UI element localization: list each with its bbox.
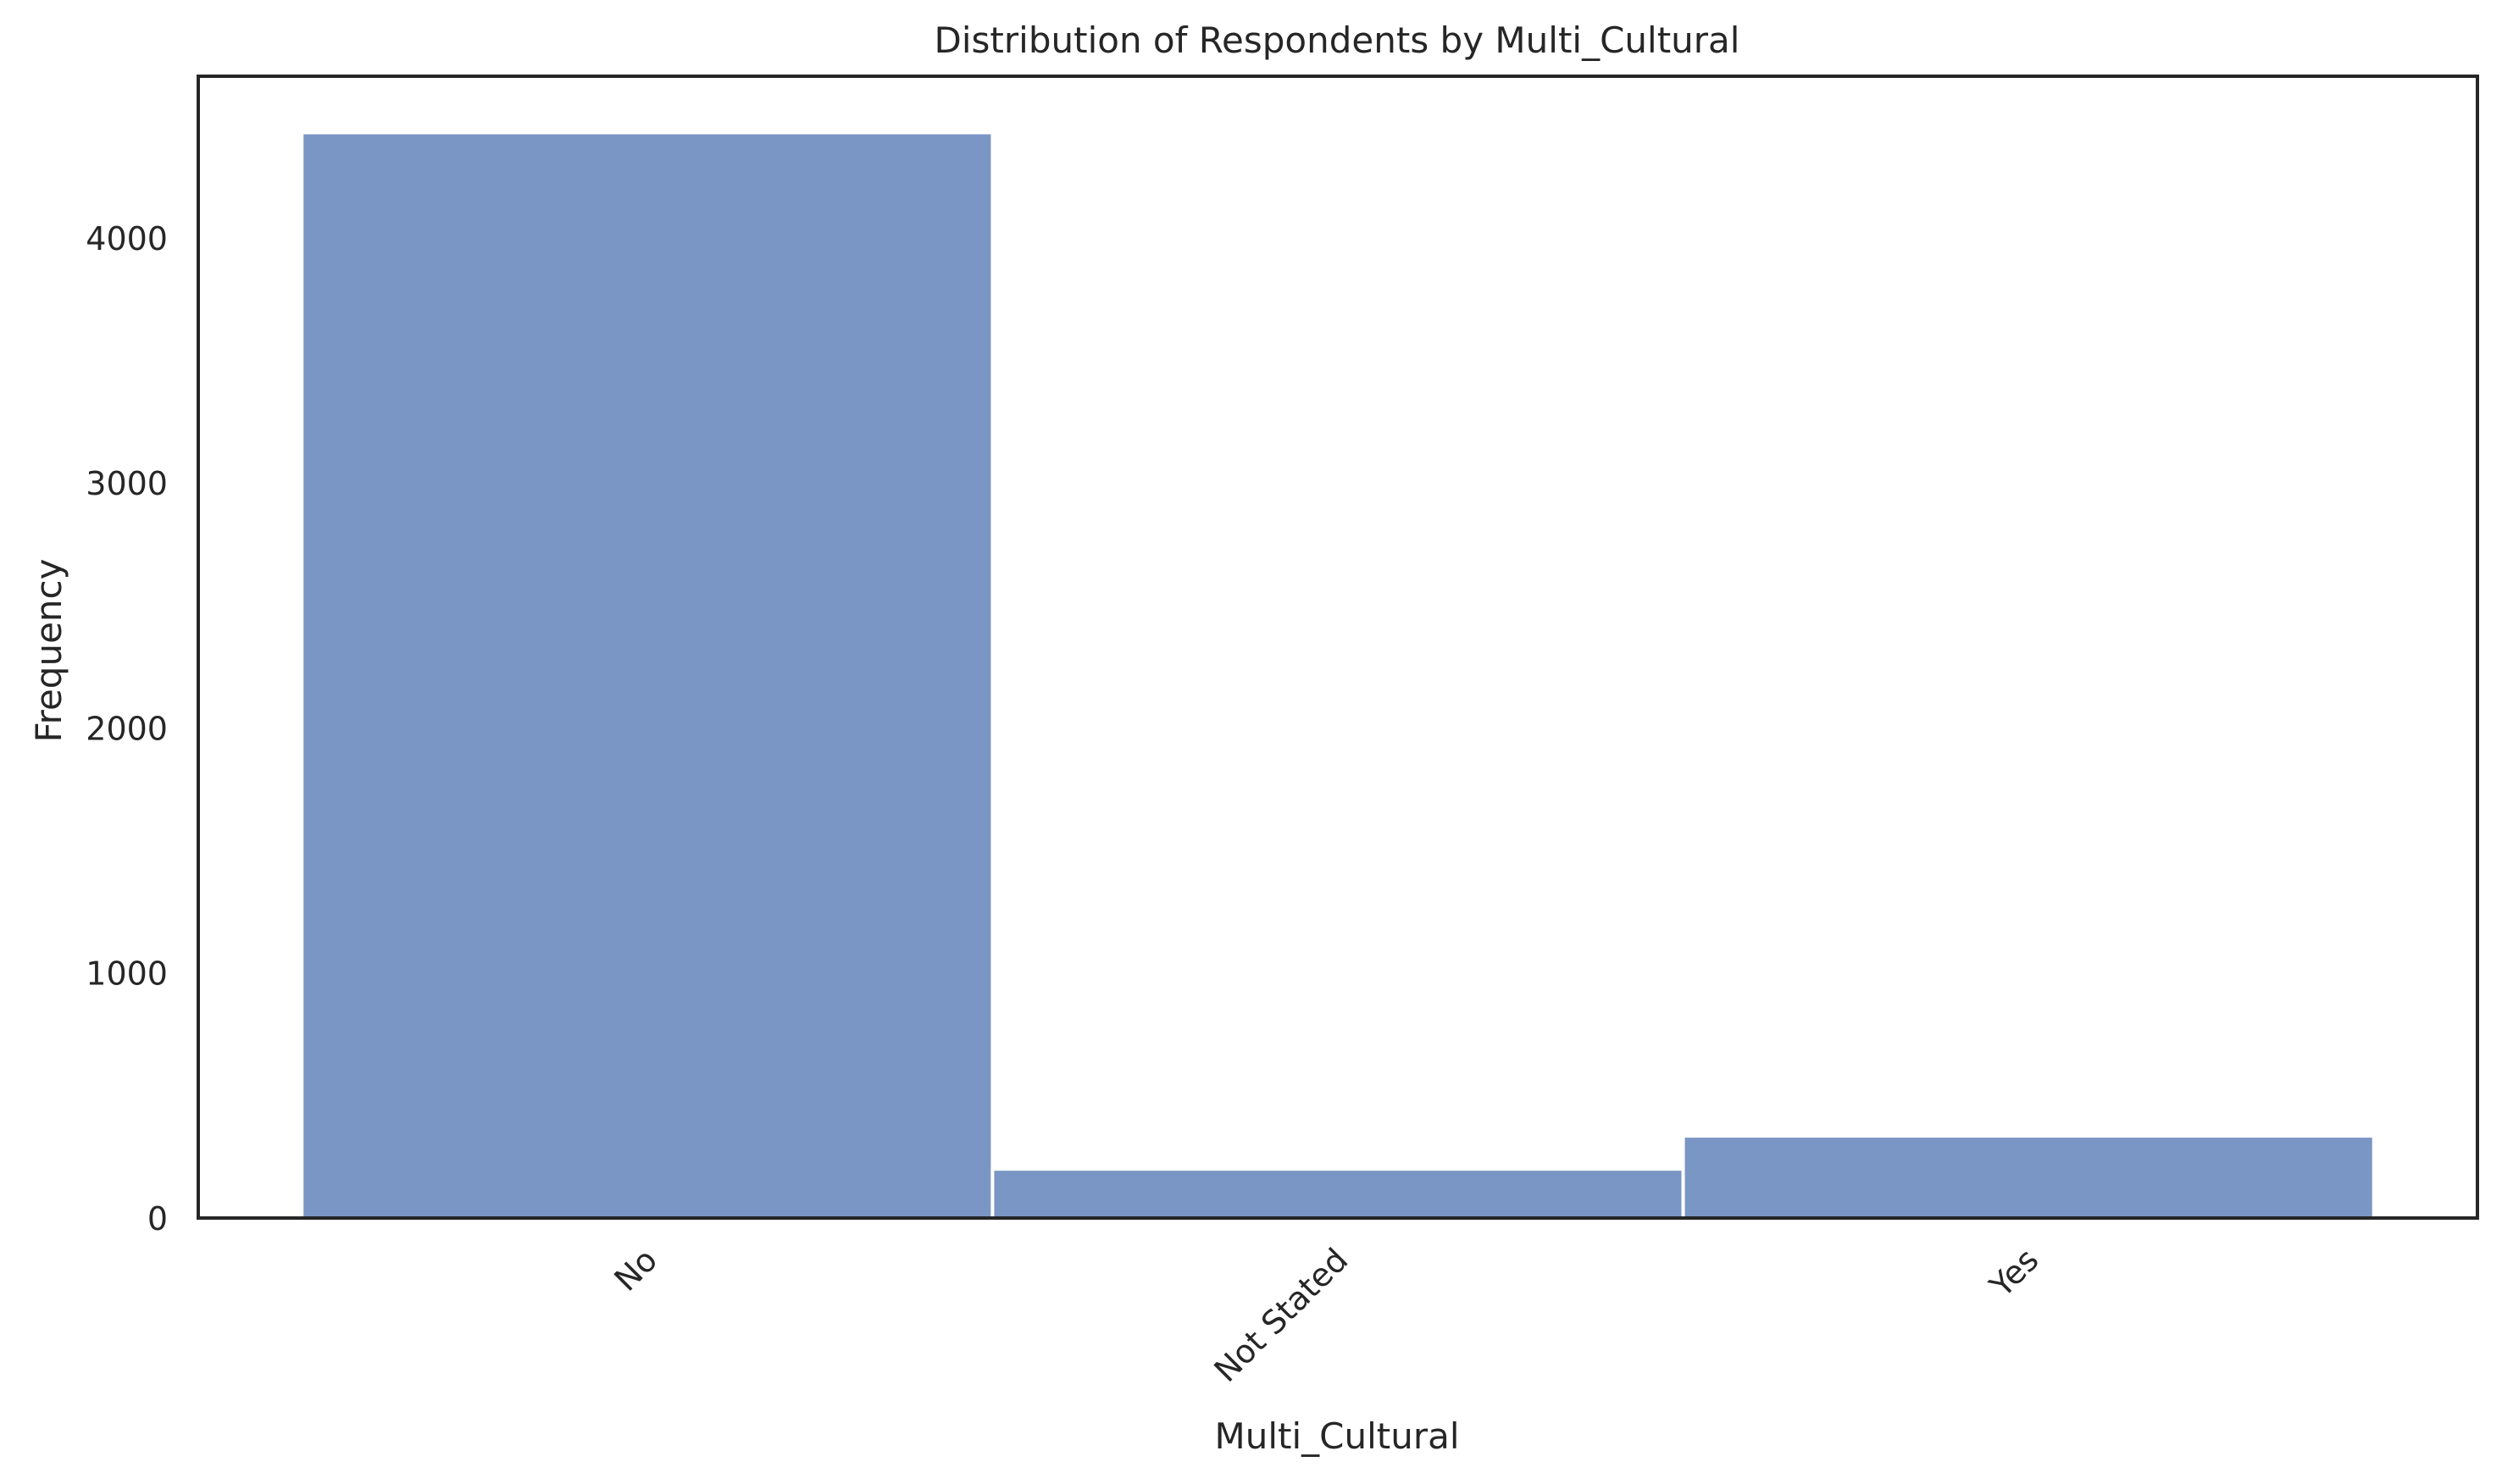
bars-group (300, 130, 2376, 1220)
y-tick-label: 2000 (86, 710, 168, 747)
bar-no (300, 130, 995, 1220)
y-tick-label: 1000 (86, 955, 168, 993)
bar-not-stated (990, 1167, 1685, 1220)
y-axis-ticks: 0 1000 2000 3000 4000 (86, 220, 168, 1238)
y-axis-label: Frequency (28, 559, 69, 743)
y-tick-label: 4000 (86, 220, 168, 257)
x-axis-label: Multi_Cultural (1214, 1415, 1459, 1457)
bar-yes (1681, 1134, 2376, 1220)
y-tick-label: 3000 (86, 465, 168, 502)
chart-title: Distribution of Respondents by Multi_Cul… (935, 19, 1740, 61)
y-tick-label: 0 (147, 1200, 168, 1238)
plot-frame (197, 75, 2479, 1220)
